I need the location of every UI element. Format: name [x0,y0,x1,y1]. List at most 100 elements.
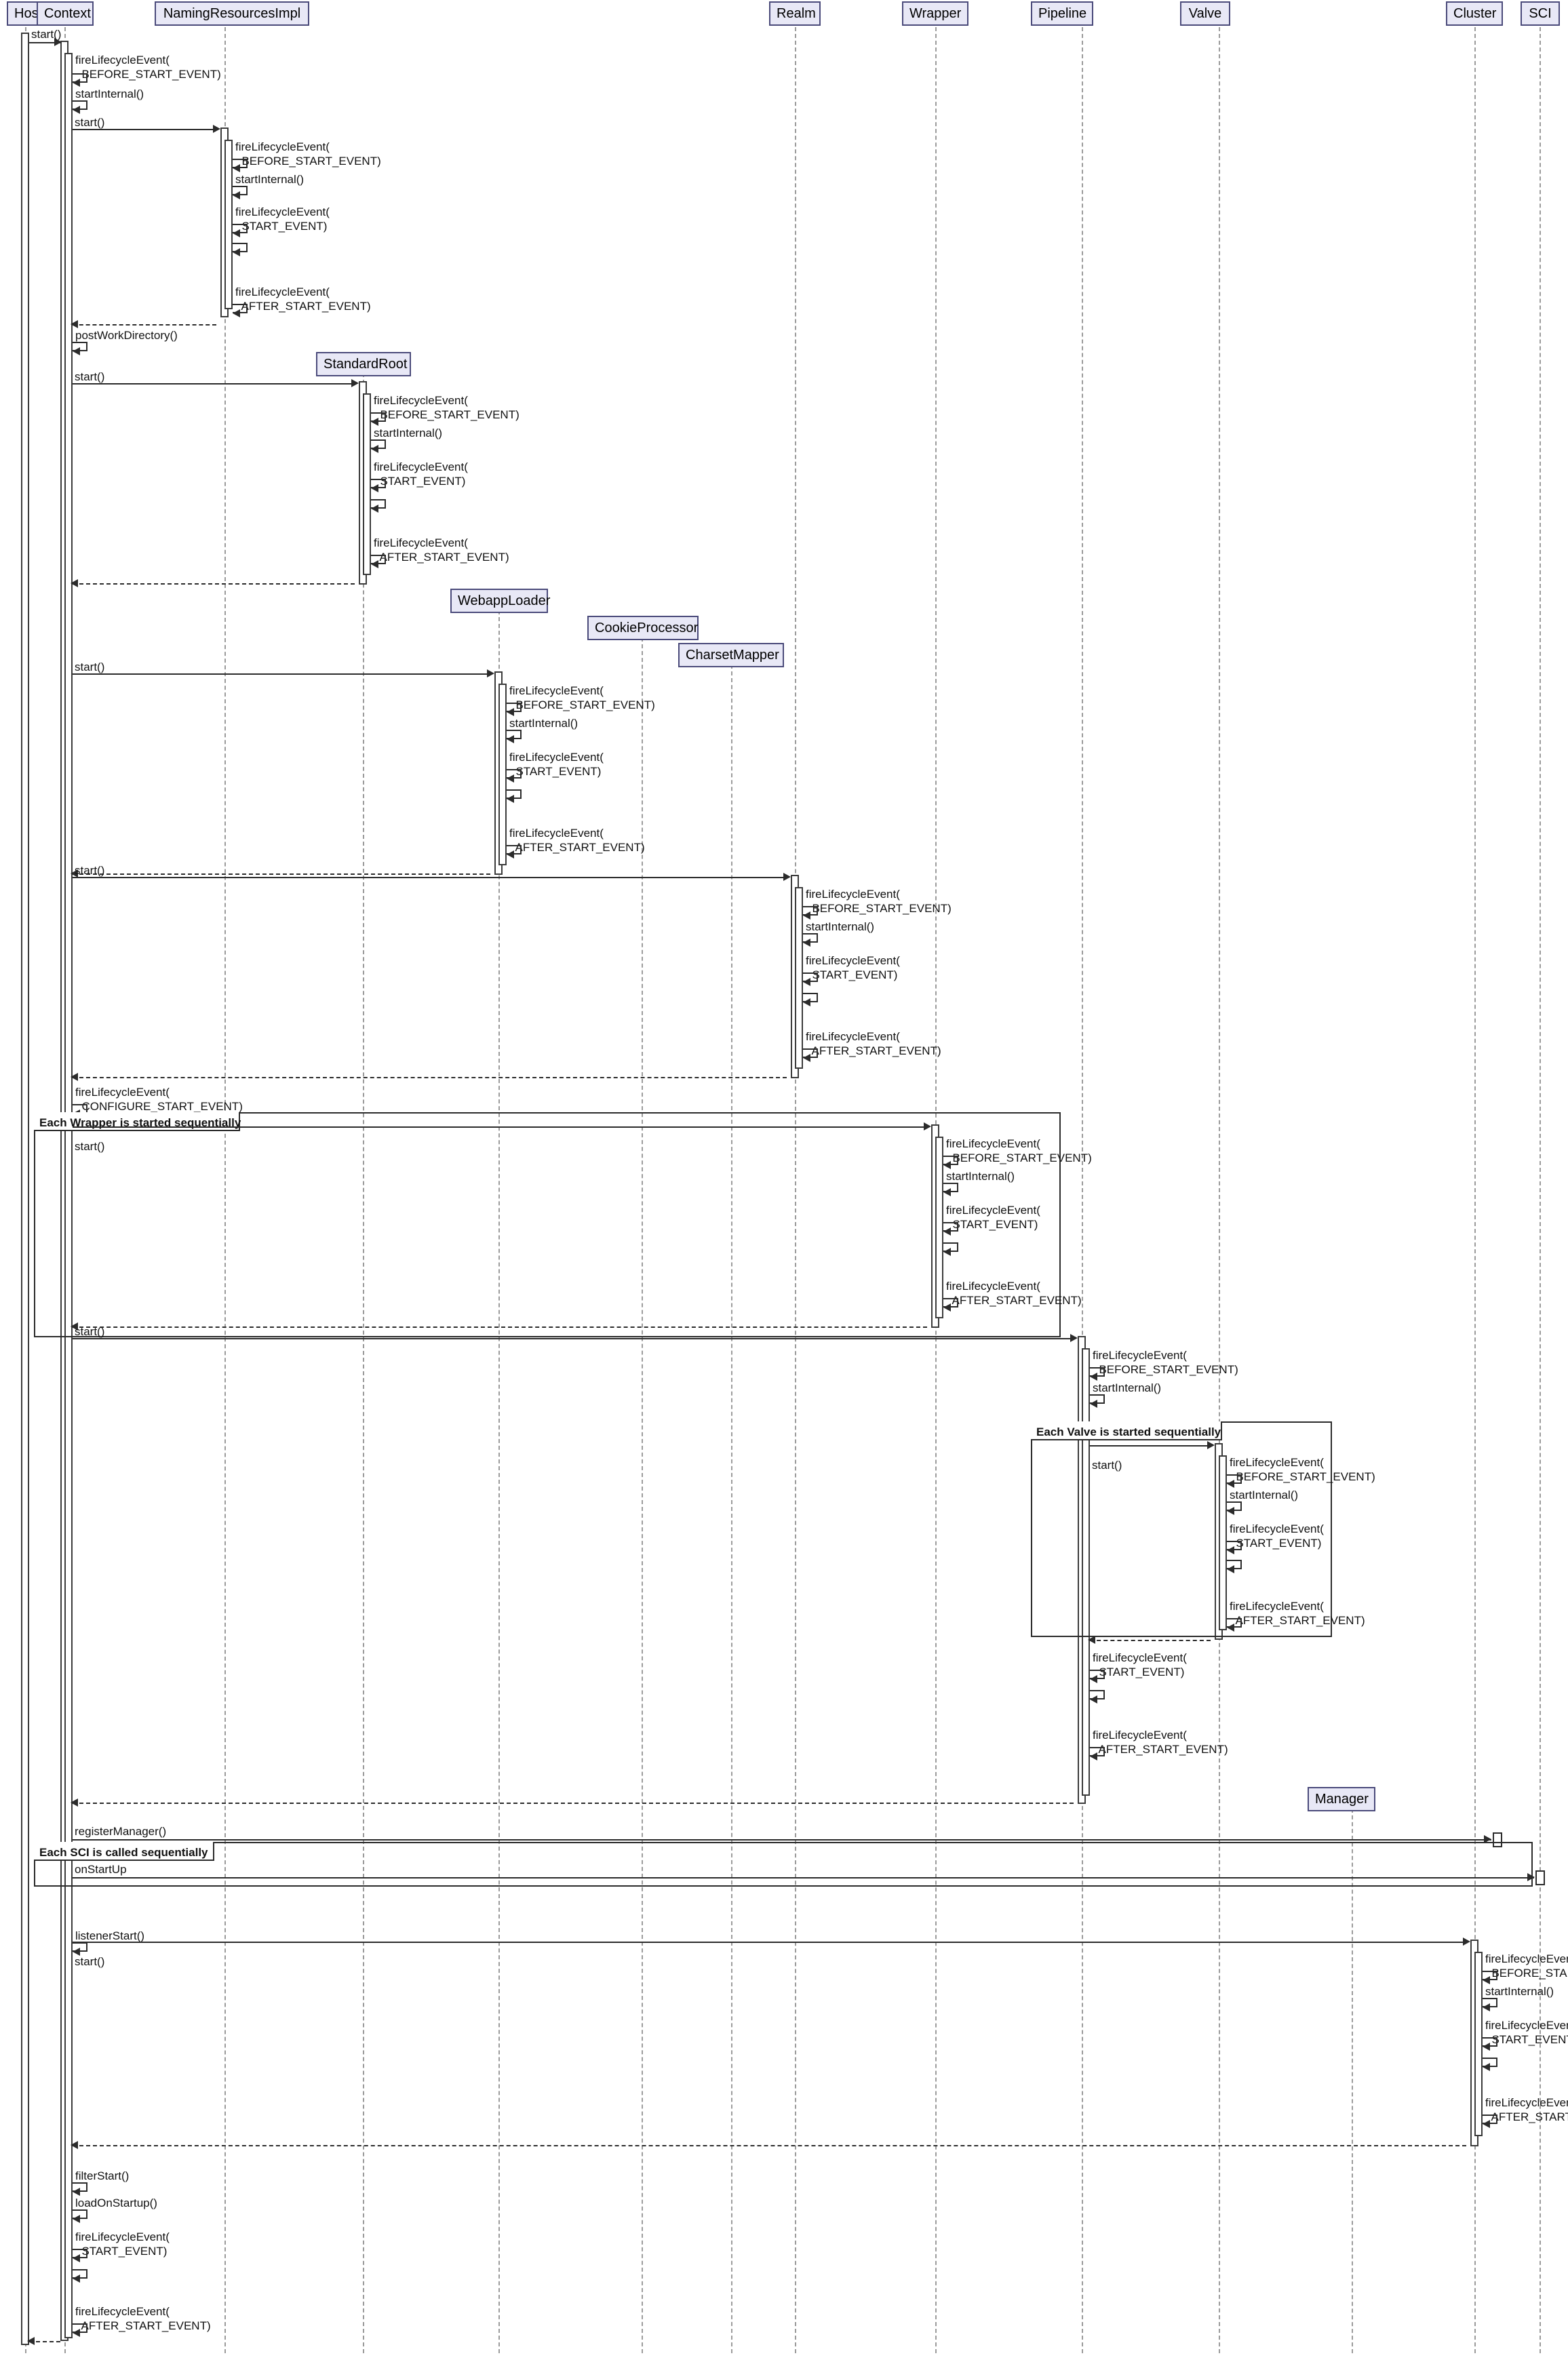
selfloop-m40 [1090,1747,1105,1756]
lifeline-standardroot [363,366,364,2353]
selfloop-m23b [803,993,818,1002]
message-arrow-m47 [1483,2043,1490,2051]
message-arrow-m12 [371,445,378,453]
activation-valve-2 [1219,1455,1227,1630]
message-arrow-m13b [371,505,378,513]
message-arrow-m19 [507,850,514,859]
message-arrow-return-m31 [71,1798,78,1807]
selfloop-m5 [233,159,248,168]
message-return-m10 [73,583,355,585]
selfloop-m29b [943,1242,958,1252]
message-arrow-m4 [213,125,220,133]
activation-manager-end [1493,1832,1502,1847]
message-arrow-m52 [73,2329,80,2337]
message-arrow-return-m26 [71,1322,78,1331]
message-label-m13: fireLifecycleEvent( START_EVENT) [374,460,468,488]
participant-realm: Realm [769,1,821,26]
message-arrow-return-m44 [71,2141,78,2149]
participant-sci: SCI [1521,1,1560,26]
message-label-m38: fireLifecycleEvent( AFTER_START_EVENT) [1230,1600,1365,1628]
message-label-m5: fireLifecycleEvent( BEFORE_START_EVENT) [235,140,381,168]
message-arrow-m20 [783,873,791,881]
selfloop-m47 [1483,2037,1497,2047]
selfloop-m13 [371,479,386,488]
participant-host-label: Host [14,6,43,21]
fragment-valve-loop-tab [1031,1421,1222,1440]
message-label-m48: fireLifecycleEvent( AFTER_START_EVENT) [1485,2096,1568,2124]
message-arrow-m47b [1483,2063,1490,2071]
message-label-m6: startInternal() [235,173,305,186]
message-arrow-m46 [1483,2003,1490,2011]
selfloop-m9 [73,342,87,351]
message-arrow-m18 [507,774,514,783]
message-return-m20 [73,1077,787,1078]
message-label-m52: fireLifecycleEvent( AFTER_START_EVENT) [75,2305,211,2333]
lifeline-webapploader [498,604,500,2353]
selfloop-m23 [803,972,818,982]
selfloop-m37b [1227,1560,1242,1569]
message-arrow-m42 [1527,1873,1535,1881]
participant-naming: NamingResourcesImpl [155,1,309,26]
selfloop-m39b [1090,1690,1105,1699]
participant-valve-label: Valve [1188,6,1222,21]
participant-webapploader: WebappLoader [450,589,550,613]
selfloop-m32 [1090,1367,1105,1377]
selfloop-m7 [233,224,248,233]
fragment-wrapper-loop [34,1112,1061,1337]
message-label-m17: startInternal() [509,717,579,730]
message-label-m20: start() [75,864,105,877]
message-arrow-m51 [73,2254,80,2262]
participant-context-label: Context [44,6,91,21]
message-arrow-m44 [1463,1938,1470,1946]
message-label-m22: startInternal() [806,920,875,933]
message-arrow-m39 [1090,1675,1097,1683]
message-label-m34: start() [1092,1459,1122,1472]
message-line-m20 [73,877,787,878]
message-label-m36: startInternal() [1230,1489,1299,1501]
message-arrow-m3 [73,106,80,114]
selfloop-m51b [73,2269,87,2279]
activation-cluster-2 [1474,1952,1483,2136]
participant-context: Context [37,1,94,26]
participant-wrapper: Wrapper [902,1,968,26]
selfloop-m47b [1483,2058,1497,2067]
message-arrow-m30 [943,1303,951,1312]
participant-cookieprocessor-label: CookieProcessor [595,621,699,635]
message-arrow-m18b [507,795,514,803]
message-arrow-m51b [73,2275,80,2283]
message-arrow-m28 [943,1188,951,1196]
message-arrow-m37 [1227,1546,1234,1554]
participant-realm-label: Realm [777,6,816,21]
message-line-m34 [1090,1445,1211,1447]
message-arrow-m49 [73,2188,80,2196]
message-arrow-m7b [233,248,240,256]
fragment-sci-loop-tab [34,1842,214,1861]
message-label-m10: start() [75,370,105,383]
message-arrow-return-m4 [71,320,78,328]
message-arrow-m40 [1090,1752,1097,1761]
selfloop-m27 [943,1156,958,1165]
message-label-m40: fireLifecycleEvent( AFTER_START_EVENT) [1093,1729,1228,1756]
message-arrow-m9 [73,347,80,355]
selfloop-m33 [1090,1394,1105,1404]
message-arrow-m5 [233,164,240,172]
selfloop-m22 [803,933,818,943]
selfloop-m11 [371,412,386,422]
message-label-m26: start() [75,1140,105,1153]
activation-host [21,33,29,2345]
participant-sci-label: SCI [1529,6,1552,21]
message-arrow-m41 [1484,1835,1491,1843]
message-line-m44 [73,1942,1466,1943]
message-label-m45: fireLifecycleEvent( BEFORE_START_EVENT) [1485,1952,1568,1980]
message-arrow-m26 [924,1122,931,1130]
lifeline-naming [224,27,226,2353]
message-label-m42: onStartUp [75,1863,127,1876]
message-arrow-m1 [54,38,62,46]
message-arrow-m32 [1090,1373,1097,1381]
selfloop-m45 [1483,1971,1497,1980]
message-return-m44 [73,2145,1466,2146]
selfloop-m19 [507,845,522,854]
message-arrow-m24 [803,1054,810,1062]
participant-pipeline: Pipeline [1031,1,1093,26]
